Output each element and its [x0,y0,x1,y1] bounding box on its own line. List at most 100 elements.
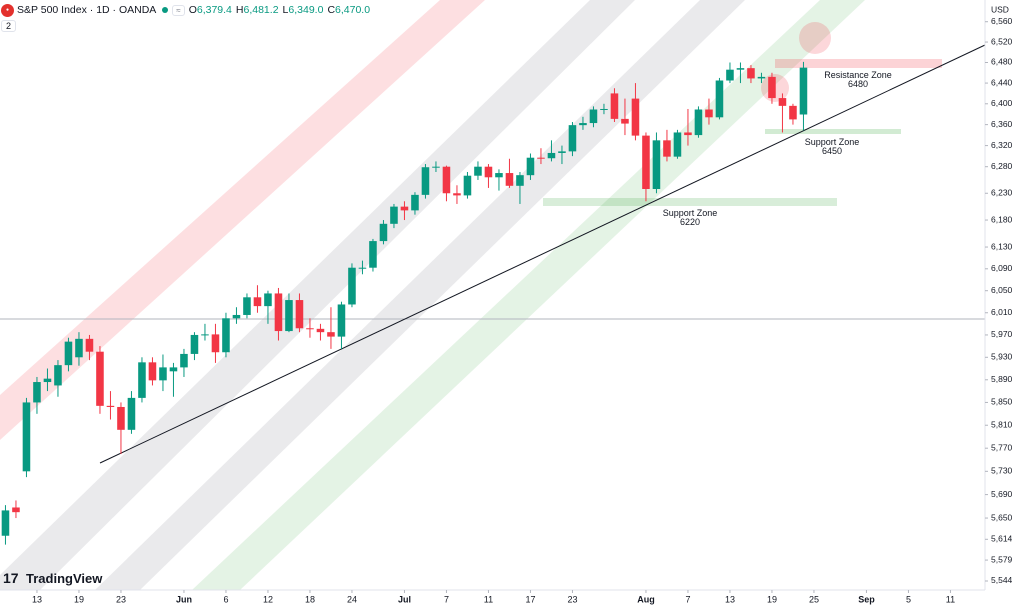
x-tick-label: Sep [858,594,875,604]
candle-body [642,135,650,189]
compare-button[interactable]: ≈ [172,4,185,16]
y-tick-label: 6,010 [991,307,1013,317]
candle-body [201,334,209,336]
ohlc-key: C [327,4,336,16]
candle-body [253,297,262,307]
y-tick-label: 6,180 [991,214,1013,224]
y-tick-label: 5,730 [991,466,1013,476]
candle-body [22,402,31,472]
gray-band [0,0,635,590]
candle-body [54,365,62,386]
candle-body [631,98,640,136]
candle-body [1,510,10,536]
green-band [192,0,865,590]
candle-body [127,397,136,430]
candle-body [264,293,272,307]
y-tick-label: 6,440 [991,77,1013,87]
y-tick-label: 5,614 [991,534,1013,544]
y-tick-label: 6,090 [991,263,1013,273]
annotation-title: Resistance Zone [824,70,892,80]
candle-body [211,334,220,353]
candle-body [736,68,745,70]
candle-body [778,98,787,106]
ohlc-value: 6,481.2 [243,4,279,16]
candle-body [705,109,713,118]
x-tick-label: 11 [946,594,955,604]
candle-body [306,328,314,330]
candle-body [789,105,797,120]
ohlc-key: L [282,4,289,16]
candle-body [610,93,619,119]
candle-body [379,223,388,242]
annotation-level: 6220 [680,217,700,227]
candle-body [589,109,598,124]
y-tick-label: 6,280 [991,161,1013,171]
x-tick-label: 6 [223,594,228,604]
brand-name: TradingView [26,571,103,586]
x-tick-label: 13 [725,594,735,604]
candle-body [495,173,503,178]
candle-body [715,80,724,118]
x-tick-label: 7 [685,594,690,604]
x-tick-label: 13 [32,594,42,604]
indicator-badge[interactable]: 2 [1,20,17,32]
y-tick-label: 5,930 [991,352,1013,362]
candle-body [232,314,241,319]
candle-body [12,507,20,513]
x-tick-label: 23 [116,594,126,604]
highlight-circle [799,22,831,54]
candle-body [600,108,608,110]
candle-body [757,76,766,79]
x-tick-label: 17 [525,594,535,604]
legend-header: ● S&P 500 Index · 1D · OANDA ≈ O6,379.4 H… [0,2,370,18]
channel-bands [0,0,865,590]
candle-body [348,267,356,305]
y-tick-label: 6,130 [991,241,1013,251]
candle-body [117,406,125,430]
candle-body [558,151,566,153]
candle-body [453,193,461,196]
candle-body [421,167,430,195]
symbol-title: S&P 500 Index · 1D · OANDA [17,4,157,16]
candle-body [43,378,52,383]
candle-body [505,173,514,186]
x-tick-label: 18 [305,594,315,604]
candle-body [75,338,83,358]
candle-body [106,405,115,407]
annotation-title: Support Zone [663,208,718,218]
candle-body [663,140,671,157]
candle-body [64,341,73,366]
candle-body [358,267,367,269]
candle-body [274,293,283,332]
ohlc-value: 6,470.0 [335,4,371,16]
brand: 17 TradingView [3,570,103,586]
symbol-icon: ● [1,3,14,17]
support-zone [543,198,837,206]
candle-body [190,334,199,354]
candle-body [316,328,325,333]
candle-body [411,194,419,211]
candle-body [327,332,335,337]
candle-body [747,68,755,79]
y-tick-label: 6,560 [991,16,1013,26]
annotation-title: Support Zone [805,137,860,147]
x-tick-label: Aug [637,594,655,604]
y-tick-label: 5,810 [991,419,1013,429]
support-zone [765,129,901,134]
candle-body [484,166,493,178]
candle-body [463,175,472,196]
x-tick-label: 7 [444,594,449,604]
y-tick-label: 6,050 [991,285,1013,295]
red-band [0,0,485,440]
y-tick-label: 5,650 [991,512,1013,522]
candle-body [295,300,304,329]
x-tick-label: 25 [809,594,819,604]
status-dot [162,7,169,13]
candle-body [799,67,808,115]
y-tick-label: 6,320 [991,140,1013,150]
x-tick-label: 23 [567,594,577,604]
y-tick-label: 5,544 [991,575,1013,585]
candle-body [400,206,409,211]
